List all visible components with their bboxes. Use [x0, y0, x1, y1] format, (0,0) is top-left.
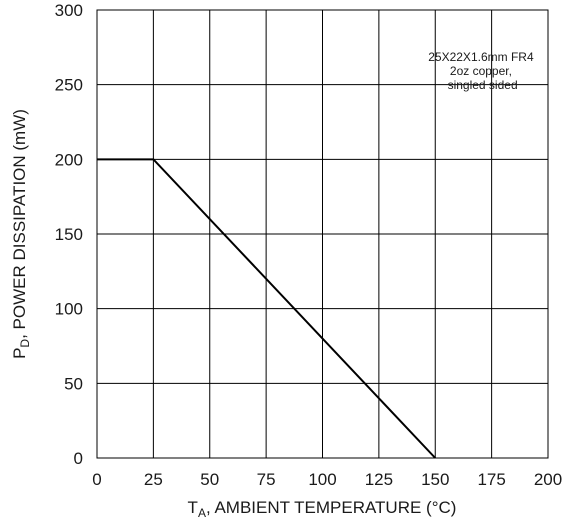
x-axis-label-subscript: A	[198, 506, 206, 520]
y-axis-label-subscript: D	[18, 339, 32, 348]
y-tick-label-200: 200	[55, 150, 83, 169]
x-axis-label: TA, AMBIENT TEMPERATURE (°C)	[188, 498, 457, 520]
annotation-line-1: 25X22X1.6mm FR4	[428, 50, 534, 64]
annotation-line-3: singled sided	[448, 78, 518, 92]
x-tick-label-25: 25	[144, 470, 163, 489]
x-tick-label-50: 50	[200, 470, 219, 489]
x-tick-label-125: 125	[365, 470, 393, 489]
x-tick-label-75: 75	[257, 470, 276, 489]
y-axis-ticks: 0 50 100 150 200 250 300	[55, 1, 83, 468]
x-tick-label-200: 200	[534, 470, 562, 489]
grid	[96, 9, 549, 459]
series-layer	[97, 158, 436, 459]
y-axis-label: PD, POWER DISSIPATION (mW)	[10, 109, 32, 359]
y-tick-label-150: 150	[55, 225, 83, 244]
y-tick-label-300: 300	[55, 1, 83, 20]
y-tick-label-50: 50	[64, 374, 83, 393]
y-tick-label-250: 250	[55, 76, 83, 95]
y-tick-label-0: 0	[74, 449, 83, 468]
x-tick-label-0: 0	[92, 470, 101, 489]
y-tick-label-100: 100	[55, 300, 83, 319]
plot-frame	[96, 9, 549, 459]
derating-curve-0	[97, 158, 436, 459]
x-tick-label-175: 175	[477, 470, 505, 489]
x-axis-label-text: , AMBIENT TEMPERATURE (°C)	[206, 498, 457, 517]
x-tick-label-150: 150	[421, 470, 449, 489]
x-tick-label-100: 100	[308, 470, 336, 489]
y-axis-label-text: , POWER DISSIPATION (mW)	[10, 109, 29, 339]
board-annotation: 25X22X1.6mm FR4 2oz copper, singled side…	[428, 50, 537, 92]
x-axis-label-symbol: T	[188, 498, 198, 517]
y-axis-label-symbol: P	[10, 348, 29, 359]
annotation-line-2: 2oz copper,	[450, 64, 512, 78]
x-axis-ticks: 0 25 50 75 100 125 150 175 200	[92, 470, 562, 489]
